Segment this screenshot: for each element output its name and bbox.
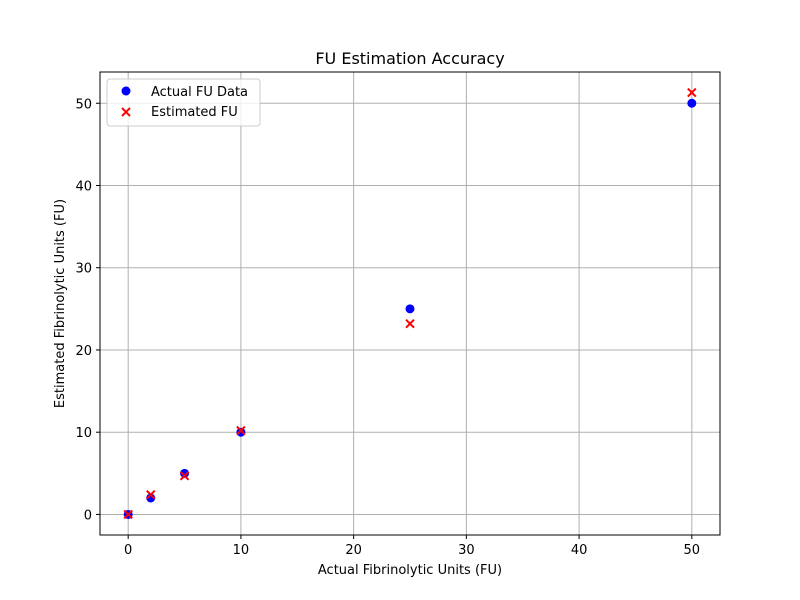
x-axis-label: Actual Fibrinolytic Units (FU) <box>318 563 502 578</box>
estimated-fu-point <box>123 509 133 520</box>
legend: Actual FU Data Estimated FU <box>106 78 261 127</box>
estimated-fu-point <box>179 471 190 481</box>
estimated-fu-point <box>146 489 156 500</box>
x-tick-label: 0 <box>124 543 132 558</box>
actual-fu-point <box>687 98 697 108</box>
x-tick-label: 40 <box>571 543 588 558</box>
grid-lines <box>100 72 720 535</box>
plot-area-frame <box>99 71 721 536</box>
legend-label-actual: Actual FU Data <box>151 85 248 100</box>
legend-box <box>106 78 261 127</box>
x-tick-label: 30 <box>458 543 475 558</box>
legend-marker-actual <box>121 86 131 96</box>
y-tick-label: 20 <box>75 344 92 359</box>
y-tick-label: 30 <box>75 262 92 277</box>
y-axis-label: Estimated Fibrinolytic Units (FU) <box>53 199 68 408</box>
x-tick-label: 50 <box>684 543 701 558</box>
legend-label-estimated: Estimated FU <box>151 105 238 120</box>
y-tick-label: 40 <box>75 179 92 194</box>
actual-fu-point <box>405 304 415 314</box>
actual-fu-point <box>180 468 190 478</box>
y-tick-label: 50 <box>75 97 92 112</box>
axis-ticks: 0 10 20 30 40 50 0 10 20 30 40 50 <box>75 97 700 558</box>
chart-title: FU Estimation Accuracy <box>315 49 504 68</box>
x-tick-label: 20 <box>345 543 362 558</box>
data-points <box>123 87 697 520</box>
estimated-fu-point <box>405 318 415 329</box>
y-tick-label: 10 <box>75 426 92 441</box>
legend-marker-estimated <box>121 107 131 117</box>
y-tick-label: 0 <box>84 508 92 523</box>
x-tick-label: 10 <box>233 543 250 558</box>
estimated-fu-point <box>687 87 697 98</box>
estimated-fu-point <box>236 425 246 436</box>
actual-fu-point <box>236 427 246 437</box>
